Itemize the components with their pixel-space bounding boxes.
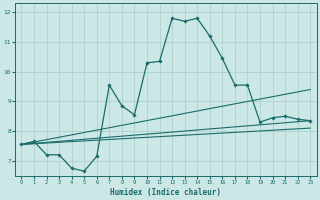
- X-axis label: Humidex (Indice chaleur): Humidex (Indice chaleur): [110, 188, 221, 197]
